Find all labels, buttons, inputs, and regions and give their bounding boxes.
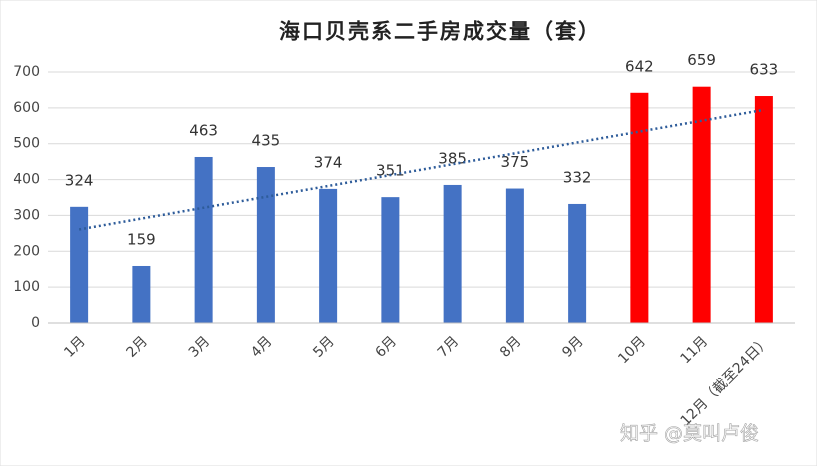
y-tick-label: 400 <box>13 172 40 188</box>
bar <box>194 156 213 323</box>
value-label: 351 <box>376 162 405 180</box>
y-tick-label: 100 <box>13 279 40 295</box>
bar <box>256 167 275 323</box>
bar <box>754 96 773 323</box>
bar <box>381 197 400 323</box>
value-label: 324 <box>65 171 94 189</box>
value-label: 385 <box>438 149 467 167</box>
bar <box>630 92 649 323</box>
y-tick-label: 700 <box>13 64 40 80</box>
value-label: 659 <box>687 51 716 69</box>
value-label: 463 <box>189 121 218 139</box>
bar <box>319 188 338 323</box>
value-label: 375 <box>501 153 530 171</box>
bar <box>443 184 462 323</box>
chart-title: 海口贝壳系二手房成交量（套） <box>279 19 601 44</box>
y-tick-label: 300 <box>13 207 40 223</box>
bar <box>132 265 151 323</box>
y-tick-label: 500 <box>13 136 40 152</box>
bar <box>70 206 89 323</box>
trendline <box>78 108 765 231</box>
y-tick-label: 600 <box>13 100 40 116</box>
y-tick-label: 0 <box>31 315 40 331</box>
value-label: 435 <box>252 132 281 150</box>
bar <box>505 188 524 323</box>
bar <box>568 203 587 323</box>
value-label: 374 <box>314 153 343 171</box>
value-label: 159 <box>127 230 156 248</box>
watermark: 知乎 @莫叫卢俊 <box>620 423 759 445</box>
y-tick-label: 200 <box>13 243 40 259</box>
value-label: 642 <box>625 57 654 75</box>
value-label: 633 <box>750 61 779 79</box>
bar <box>692 86 711 323</box>
value-label: 332 <box>563 168 592 186</box>
